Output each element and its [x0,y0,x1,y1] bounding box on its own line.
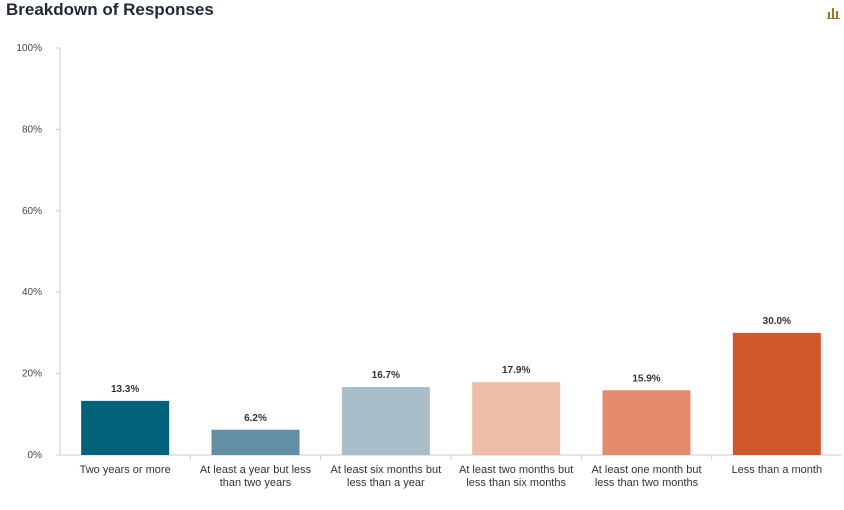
y-tick-label: 60% [22,206,42,217]
y-tick-label: 100% [16,43,42,54]
bar [602,390,691,455]
y-tick-label: 20% [22,369,42,380]
bar-chart-icon[interactable] [827,4,841,20]
data-label: 15.9% [632,373,660,384]
y-tick-label: 0% [28,450,43,461]
x-tick-label: At least one month but less than two mon… [591,464,702,489]
x-tick-label: Less than a month [731,464,823,476]
x-tick-label: At least six months but less than a year [330,464,442,489]
y-tick-label: 80% [22,124,42,135]
x-tick-label: At least a year but less than two years [199,464,312,489]
data-label: 6.2% [244,413,267,424]
data-label: 30.0% [763,316,791,327]
y-tick-label: 40% [22,287,42,298]
data-label: 13.3% [111,384,139,395]
bar [211,429,300,455]
bar [81,400,170,455]
data-label: 16.7% [372,370,400,381]
bar [341,387,430,455]
data-label: 17.9% [502,365,530,376]
x-tick-label: At least two months but less than six mo… [458,464,574,489]
chart-title: Breakdown of Responses [6,0,214,19]
x-tick-label: Two years or more [79,464,171,476]
bar [472,382,561,455]
bar [732,332,821,455]
